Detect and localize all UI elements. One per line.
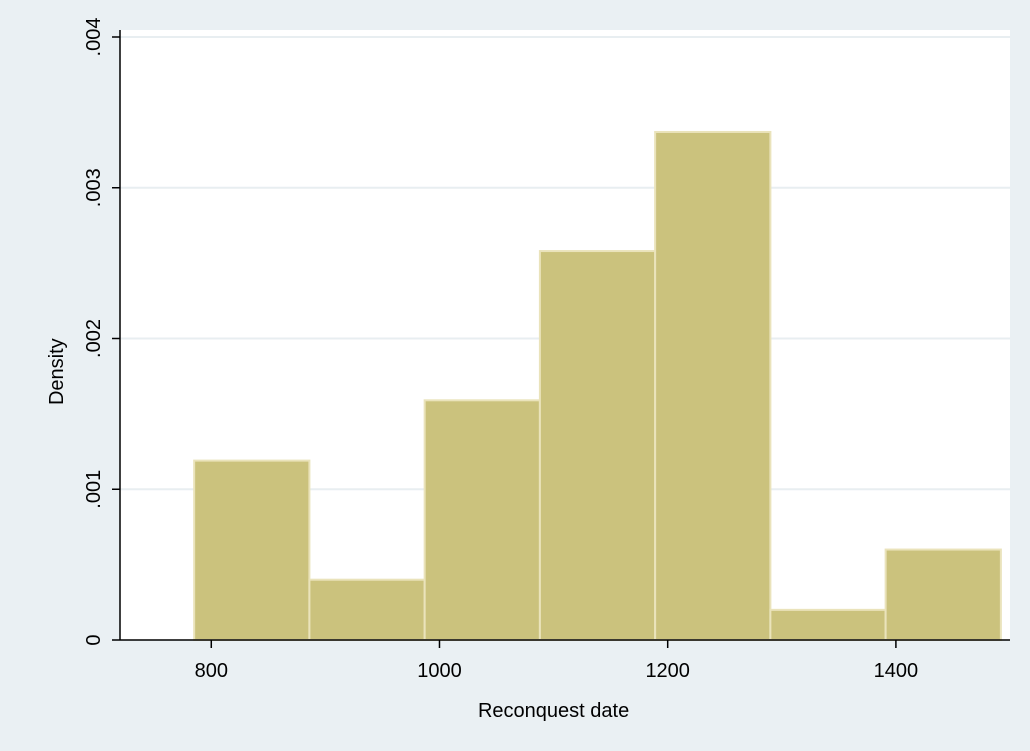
x-tick-label: 1000 (417, 660, 462, 682)
y-tick-label: .001 (83, 470, 105, 509)
histogram-bar (538, 250, 657, 641)
histogram-bar (769, 608, 887, 641)
x-tick-label: 1400 (874, 660, 919, 682)
x-axis-title: Reconquest date (478, 700, 629, 722)
tick-labels: 800 1000 1200 1400 0 .001 .002 .003 .004 (83, 18, 918, 682)
histogram-bar (308, 578, 426, 642)
x-tick-label: 800 (195, 660, 228, 682)
y-axis-title: Density (46, 338, 68, 405)
axes (112, 30, 1010, 648)
y-tick-label: .003 (83, 168, 105, 207)
y-tick-label: 0 (83, 634, 105, 645)
histogram-bar (654, 130, 772, 641)
histogram-bar (193, 459, 311, 642)
histogram-bar (423, 399, 541, 641)
histogram-bar (884, 548, 1002, 641)
y-tick-label: .002 (83, 319, 105, 358)
x-tick-label: 1200 (645, 660, 690, 682)
y-tick-label: .004 (83, 18, 105, 57)
